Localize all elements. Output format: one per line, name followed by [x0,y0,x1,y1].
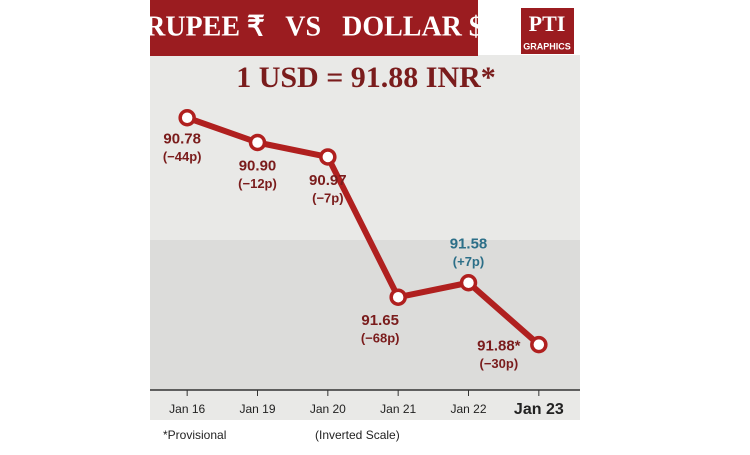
marker [178,109,196,127]
change-label: (−30p) [480,356,519,371]
marker [319,148,337,166]
x-tick-label: Jan 16 [169,402,205,416]
logo-box [521,8,574,54]
x-tick-label: Jan 21 [380,402,416,416]
scale-note: (Inverted Scale) [315,428,400,442]
x-tick-label: Jan 19 [239,402,275,416]
value-label: 91.88* [477,338,521,355]
marker [530,335,548,354]
value-label: 90.90 [239,157,277,174]
change-label: (−68p) [361,331,400,346]
marker [248,133,267,152]
value-label: 91.58 [450,236,488,253]
headline: 1 USD = 91.88 INR* [236,61,496,94]
value-label: 91.65 [361,312,399,329]
value-label: 90.97 [309,172,347,189]
line [186,114,541,347]
marker [389,288,407,306]
value-label: 90.78 [163,131,201,148]
x-tick-label: Jan 23 [514,401,564,418]
footnote: *Provisional [163,428,226,442]
x-tick-label: Jan 20 [310,402,346,416]
chart-title: RUPEE ₹ VS DOLLAR $ [145,11,483,42]
logo-subtitle: GRAPHICS [523,41,571,51]
change-label: (−7p) [312,190,343,205]
change-label: (+7p) [453,254,484,269]
x-tick-label: Jan 22 [450,402,486,416]
logo: PTI [529,11,566,36]
marker [459,274,478,292]
title-bar [150,0,478,56]
change-label: (−44p) [163,149,202,164]
change-label: (−12p) [238,176,277,191]
